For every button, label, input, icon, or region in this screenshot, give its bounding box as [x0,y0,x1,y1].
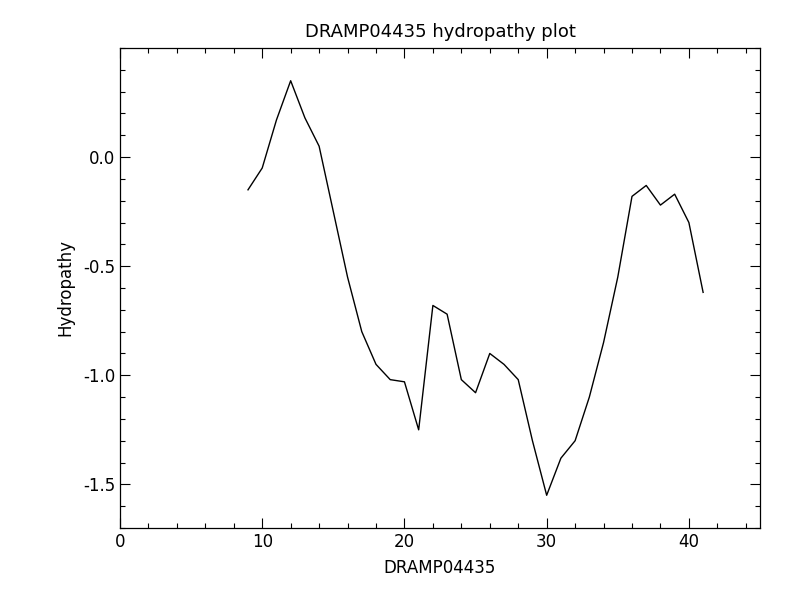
Title: DRAMP04435 hydropathy plot: DRAMP04435 hydropathy plot [305,23,575,41]
Y-axis label: Hydropathy: Hydropathy [57,239,74,337]
X-axis label: DRAMP04435: DRAMP04435 [384,559,496,577]
